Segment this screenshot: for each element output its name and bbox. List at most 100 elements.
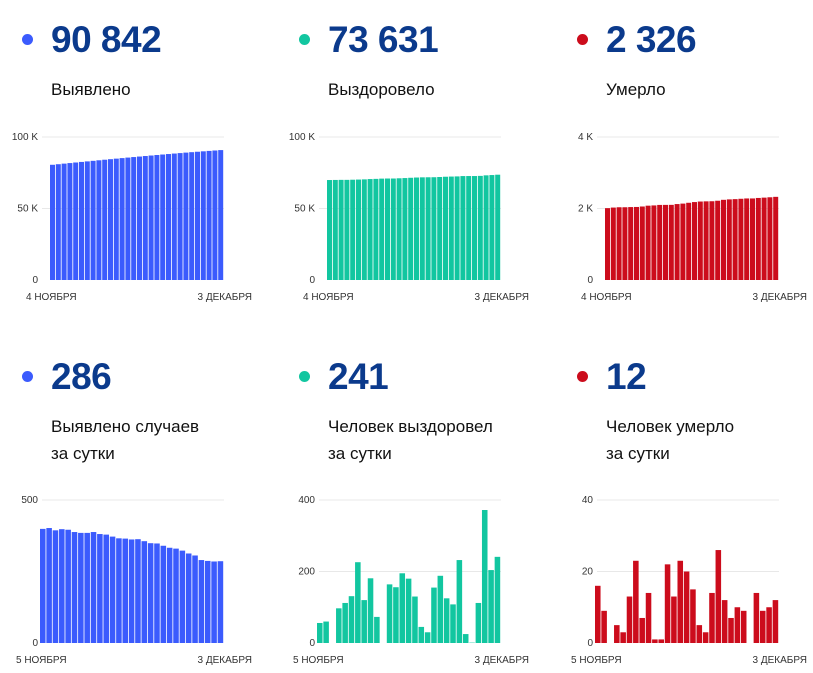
bar xyxy=(674,204,680,280)
bar xyxy=(709,201,715,280)
stat-number: 241 xyxy=(328,356,389,397)
bar xyxy=(703,201,709,280)
bar xyxy=(450,604,456,643)
bar xyxy=(466,176,472,280)
bar xyxy=(489,175,495,280)
bar xyxy=(696,625,703,643)
bar xyxy=(477,175,483,280)
bar xyxy=(734,607,741,643)
bar xyxy=(677,560,684,643)
bar xyxy=(663,204,668,280)
bar xyxy=(616,207,622,280)
bar xyxy=(103,534,109,643)
bar xyxy=(475,602,482,643)
bar xyxy=(454,176,460,280)
bar xyxy=(766,607,772,643)
bar xyxy=(495,174,501,280)
bar xyxy=(744,198,750,280)
bar xyxy=(160,154,166,280)
bar xyxy=(721,600,728,643)
bar xyxy=(614,625,620,643)
bar xyxy=(90,532,97,643)
bar xyxy=(183,152,189,280)
bar xyxy=(697,201,703,280)
bar xyxy=(767,197,773,280)
bar xyxy=(50,164,55,280)
bar xyxy=(419,177,425,280)
bar xyxy=(494,556,501,643)
y-tick-label: 4 K xyxy=(578,132,593,143)
bar xyxy=(379,178,385,280)
bar xyxy=(344,179,350,280)
bar xyxy=(721,199,726,280)
x-tick-label: 3 ДЕКАБРЯ xyxy=(474,292,529,303)
bar xyxy=(90,160,96,280)
bar xyxy=(142,156,148,280)
bar xyxy=(131,157,137,280)
bar xyxy=(185,553,192,643)
bar xyxy=(198,560,205,643)
y-tick-label: 400 xyxy=(298,495,315,506)
stat-label: Выздоровело xyxy=(328,80,435,99)
y-tick-label: 50 K xyxy=(17,204,38,215)
y-tick-label: 20 xyxy=(582,567,594,578)
bar xyxy=(414,177,419,280)
y-tick-label: 100 K xyxy=(12,132,38,143)
bar xyxy=(367,578,374,643)
bar xyxy=(456,560,463,643)
stat-label: Выявлено случаев xyxy=(51,417,200,436)
bar xyxy=(385,178,390,280)
y-tick-label: 0 xyxy=(32,638,38,649)
x-tick-label: 5 НОЯБРЯ xyxy=(16,655,67,666)
bar xyxy=(59,529,65,643)
bar xyxy=(652,639,658,643)
bar xyxy=(327,180,332,280)
bar xyxy=(102,159,108,280)
bar xyxy=(726,199,732,280)
bar xyxy=(332,179,338,280)
bar xyxy=(399,573,406,643)
bar xyxy=(374,616,380,643)
bar xyxy=(173,548,179,643)
bar xyxy=(46,528,52,643)
y-tick-label: 0 xyxy=(32,275,38,286)
bar xyxy=(373,178,379,280)
bar xyxy=(448,176,454,280)
bar xyxy=(405,578,412,643)
bar xyxy=(119,158,125,280)
stat-panel: 73 631 Выздоровело 0 50 K 100 K 4 НОЯБРЯ 3 ДЕК… xyxy=(277,0,535,330)
bar xyxy=(639,617,645,643)
bar xyxy=(122,538,129,643)
bar xyxy=(645,592,652,643)
stat-label: Человек умерло xyxy=(606,417,735,436)
bar-chart: 0 20 40 5 НОЯБРЯ 3 ДЕКАБРЯ xyxy=(571,495,807,666)
bar xyxy=(361,179,367,280)
stat-label: Умерло xyxy=(606,80,666,99)
x-tick-label: 3 ДЕКАБРЯ xyxy=(474,655,529,666)
bar xyxy=(78,532,84,643)
bar xyxy=(396,178,402,280)
bar-chart: 0 2 K 4 K 4 НОЯБРЯ 3 ДЕКАБРЯ xyxy=(578,132,807,303)
bar xyxy=(348,596,355,643)
bar xyxy=(206,150,212,280)
bar xyxy=(200,151,206,280)
y-tick-label: 500 xyxy=(21,495,38,506)
bar xyxy=(692,202,697,280)
bar xyxy=(166,547,173,643)
bar xyxy=(601,610,607,643)
bar xyxy=(732,199,738,280)
bar xyxy=(393,587,399,643)
bar xyxy=(96,160,102,280)
bar xyxy=(212,150,218,280)
bar xyxy=(634,206,639,280)
x-tick-label: 4 НОЯБРЯ xyxy=(303,292,354,303)
stat-label: Человек выздоровел xyxy=(328,417,493,436)
bar xyxy=(195,151,200,280)
bar xyxy=(116,538,122,643)
bar xyxy=(595,585,601,643)
bar xyxy=(460,176,466,280)
bar xyxy=(690,589,696,643)
bar xyxy=(424,632,431,643)
bar xyxy=(418,626,425,643)
bar xyxy=(680,203,686,280)
